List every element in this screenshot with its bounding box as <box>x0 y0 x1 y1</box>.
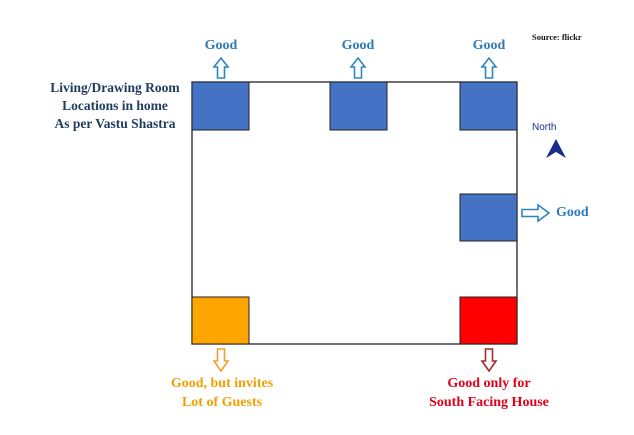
title-line: Living/Drawing Room <box>50 80 180 95</box>
room-top-left <box>191 81 250 131</box>
title-line: As per Vastu Shastra <box>54 116 176 131</box>
arrow-up-icon <box>480 56 498 79</box>
label-bottom-right: Good only for South Facing House <box>424 374 554 412</box>
north-arrow-icon <box>546 139 566 158</box>
title-line: Locations in home <box>62 98 168 113</box>
arrow-up-icon <box>212 56 230 79</box>
label-top-left: Good <box>204 38 238 53</box>
north-label: North <box>532 122 557 133</box>
room-top-right <box>459 81 518 131</box>
arrow-right-icon <box>521 203 551 223</box>
diagram-title: Living/Drawing Room Locations in home As… <box>40 79 190 133</box>
arrow-up-icon <box>349 56 367 79</box>
room-bottom-left <box>191 296 250 345</box>
room-top-middle <box>329 81 388 131</box>
label-line: Good only for <box>447 376 531 391</box>
label-line: Good, but invites <box>170 376 274 391</box>
room-bottom-right <box>459 296 518 345</box>
label-east: Good <box>556 205 589 220</box>
label-top-middle: Good <box>341 38 375 53</box>
arrow-down-icon <box>480 348 498 373</box>
arrow-down-icon <box>212 348 230 373</box>
room-east <box>459 193 518 242</box>
label-bottom-left: Good, but invites Lot of Guests <box>170 374 274 412</box>
label-top-right: Good <box>472 38 506 53</box>
label-line: Lot of Guests <box>181 395 263 410</box>
label-line: South Facing House <box>429 395 549 410</box>
source-credit: Source: flickr <box>532 32 582 42</box>
